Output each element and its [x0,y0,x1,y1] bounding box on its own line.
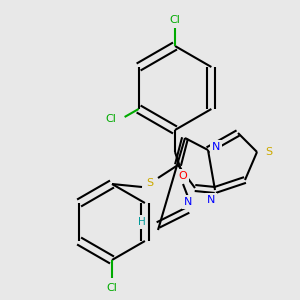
Text: H: H [138,217,146,227]
Text: S: S [266,147,273,157]
Text: Cl: Cl [169,15,180,25]
Text: N: N [207,195,215,205]
Text: N: N [184,197,192,207]
Text: Cl: Cl [106,283,117,293]
Text: N: N [212,142,220,152]
Text: O: O [178,171,188,181]
Text: S: S [146,178,154,188]
Text: Cl: Cl [105,114,116,124]
